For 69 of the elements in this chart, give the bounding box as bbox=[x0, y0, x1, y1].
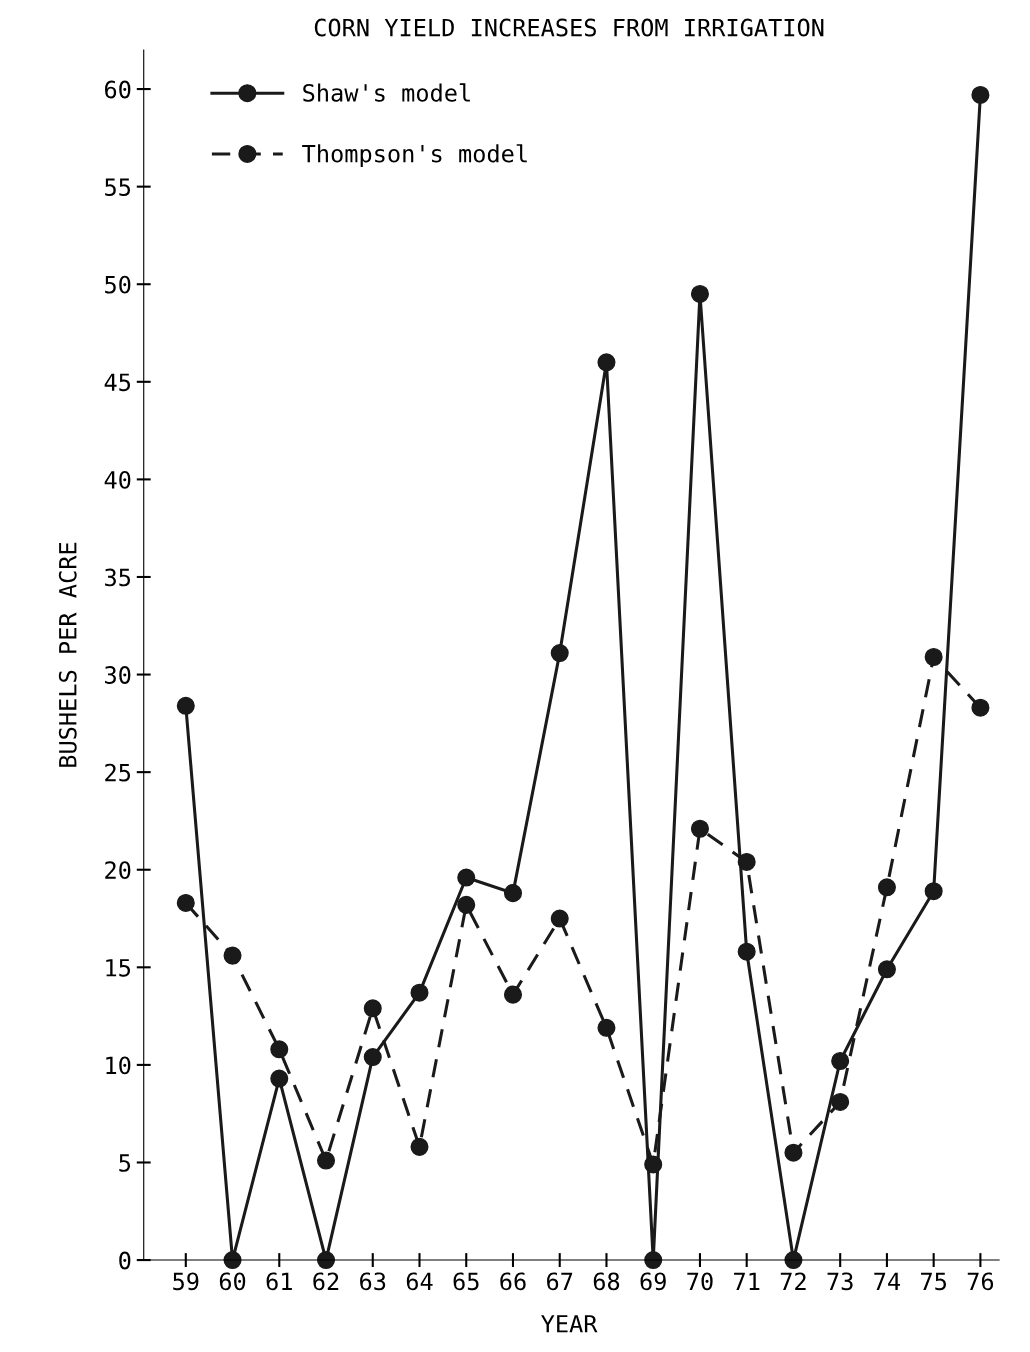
point bbox=[877, 878, 896, 897]
point bbox=[550, 644, 569, 663]
point bbox=[690, 819, 709, 838]
point bbox=[176, 696, 195, 715]
point bbox=[176, 893, 195, 912]
point bbox=[924, 647, 943, 667]
x-axis-title: YEAR bbox=[541, 1315, 598, 1333]
y-tick-label: 5 bbox=[119, 1154, 131, 1172]
y-tick-label: 20 bbox=[105, 861, 131, 880]
point bbox=[316, 1251, 336, 1270]
x-tick-label: 67 bbox=[547, 1272, 573, 1291]
point bbox=[831, 1092, 850, 1112]
point bbox=[737, 852, 756, 871]
x-tick-label: 64 bbox=[406, 1272, 433, 1291]
point bbox=[363, 1048, 382, 1067]
point bbox=[410, 983, 429, 1002]
x-tick-label: 59 bbox=[173, 1272, 199, 1291]
point bbox=[223, 946, 242, 965]
point bbox=[690, 284, 709, 304]
x-tick-label: 63 bbox=[360, 1272, 386, 1291]
point bbox=[316, 1151, 336, 1170]
y-tick-label: 45 bbox=[104, 373, 131, 392]
x-tick-label: 71 bbox=[734, 1272, 760, 1290]
x-tick-label: 65 bbox=[453, 1272, 479, 1291]
y-tick-label: 35 bbox=[105, 568, 131, 587]
point bbox=[457, 868, 476, 887]
y-tick-label: 40 bbox=[104, 470, 131, 489]
point bbox=[597, 1018, 616, 1037]
x-tick-label: 75 bbox=[921, 1272, 946, 1291]
point bbox=[597, 353, 616, 372]
point bbox=[503, 884, 523, 903]
x-tick-label: 76 bbox=[967, 1272, 994, 1291]
point bbox=[737, 942, 756, 961]
legend-label: Thompson's model bbox=[302, 144, 527, 168]
y-tick-label: 30 bbox=[105, 666, 131, 684]
point bbox=[784, 1143, 803, 1162]
point bbox=[503, 985, 523, 1004]
y-tick-label: 55 bbox=[105, 178, 131, 197]
point bbox=[457, 895, 476, 914]
x-tick-label: 73 bbox=[827, 1272, 853, 1291]
x-tick-label: 62 bbox=[313, 1272, 339, 1291]
x-tick-label: 61 bbox=[266, 1272, 292, 1291]
point bbox=[971, 85, 990, 104]
point bbox=[877, 960, 896, 979]
y-tick-label: 50 bbox=[105, 275, 131, 294]
point bbox=[363, 999, 382, 1018]
x-tick-label: 68 bbox=[593, 1272, 620, 1291]
y-tick-label: 25 bbox=[105, 763, 131, 782]
x-tick-label: 60 bbox=[219, 1272, 246, 1291]
y-tick-label: 15 bbox=[106, 959, 131, 977]
chart-title: CORN YIELD INCREASES FROM IRRIGATION bbox=[314, 18, 824, 37]
x-tick-label: 72 bbox=[780, 1272, 806, 1290]
point bbox=[270, 1069, 289, 1088]
point bbox=[644, 1155, 663, 1174]
y-axis-title: BUSHELS PER ACRE bbox=[58, 542, 77, 767]
point bbox=[410, 1137, 429, 1156]
legend-label: Shaw's model bbox=[303, 83, 470, 102]
y-tick-label: 60 bbox=[105, 80, 131, 99]
x-tick-label: 74 bbox=[874, 1272, 901, 1290]
point bbox=[971, 698, 990, 717]
point bbox=[550, 909, 569, 928]
x-tick-label: 70 bbox=[687, 1272, 713, 1291]
y-tick-label: 10 bbox=[106, 1056, 131, 1075]
y-tick-label: 0 bbox=[119, 1251, 131, 1270]
x-tick-label: 66 bbox=[500, 1272, 526, 1291]
point bbox=[924, 882, 943, 901]
point bbox=[831, 1051, 850, 1071]
x-tick-label: 69 bbox=[640, 1272, 666, 1291]
point bbox=[270, 1040, 289, 1059]
